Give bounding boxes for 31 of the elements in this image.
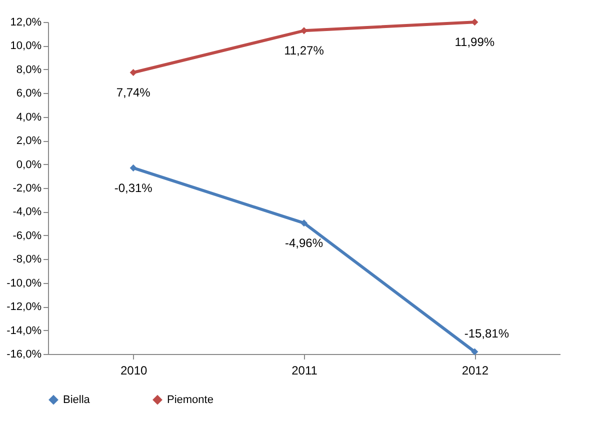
legend-label: Piemonte — [167, 394, 214, 406]
data-label: -0,31% — [114, 180, 153, 195]
point — [130, 164, 137, 172]
y-tick-label: 4,0% — [16, 111, 42, 124]
legend-label: Biella — [63, 394, 91, 406]
data-label: 7,74% — [116, 86, 151, 100]
point — [130, 68, 137, 76]
y-tick-label: 6,0% — [16, 88, 42, 100]
x-tick-label: 2010 — [120, 364, 148, 378]
point — [471, 348, 478, 356]
x-tick-label: 2012 — [462, 364, 489, 378]
data-label: 11,27% — [284, 44, 324, 58]
point — [471, 18, 478, 26]
y-tick-label: 0,0% — [16, 158, 42, 171]
data-label: -15,81% — [464, 326, 510, 341]
data-label: 11,99% — [454, 35, 495, 50]
y-tick-label: 2,0% — [16, 135, 42, 148]
y-tick-label: -16,0% — [6, 348, 42, 360]
y-tick-label: -6,0% — [12, 230, 42, 242]
y-tick-label: 8,0% — [16, 64, 42, 76]
y-tick-label: 12,0% — [10, 16, 42, 28]
y-tick-label: -10,0% — [6, 277, 42, 290]
y-tick-label: -14,0% — [6, 324, 42, 337]
y-tick-label: -2,0% — [12, 182, 42, 194]
y-tick-label: -12,0% — [6, 301, 42, 314]
data-label: -4,96% — [284, 236, 324, 250]
x-tick-label: 2011 — [292, 364, 318, 378]
y-tick-label: 10,0% — [10, 40, 42, 52]
point — [300, 220, 308, 227]
y-tick-label: -4,0% — [12, 206, 42, 218]
y-tick-label: -8,0% — [12, 254, 42, 266]
